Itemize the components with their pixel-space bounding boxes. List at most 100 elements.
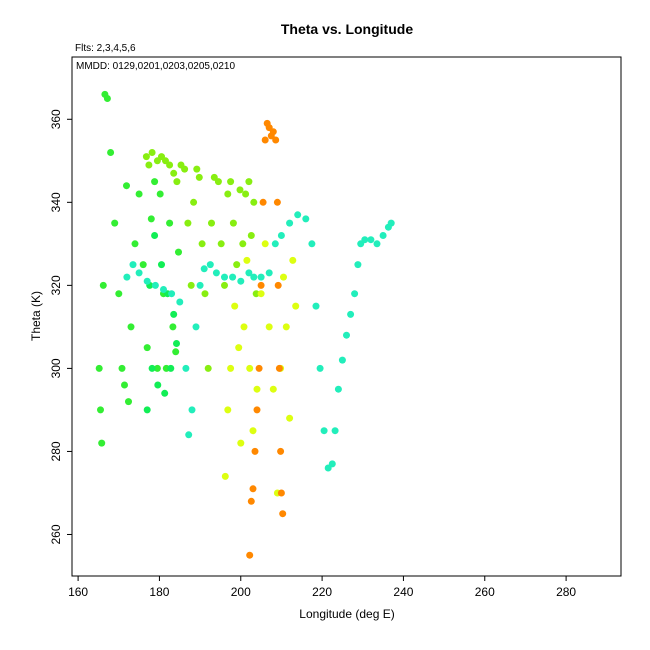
x-tick-label: 180 xyxy=(149,585,169,599)
y-tick-label: 360 xyxy=(49,109,63,129)
data-point-s1-0 xyxy=(143,406,151,414)
data-point-s0-26 xyxy=(172,348,180,356)
data-point-s0-3 xyxy=(99,281,107,289)
data-point-s0-14 xyxy=(131,240,139,248)
data-point-s5-5 xyxy=(255,364,263,372)
data-point-s4-36 xyxy=(338,356,346,364)
data-point-s3-18 xyxy=(282,323,290,331)
data-point-s4-47 xyxy=(387,219,395,227)
data-point-s2-22 xyxy=(217,240,225,248)
x-tick-label: 160 xyxy=(68,585,88,599)
data-point-s4-5 xyxy=(160,286,167,293)
data-point-s1-5 xyxy=(158,261,165,269)
data-point-s0-10 xyxy=(121,381,128,389)
data-point-s1-10 xyxy=(173,340,180,347)
data-point-s3-0 xyxy=(221,472,229,480)
data-point-s4-40 xyxy=(354,261,362,269)
data-point-s4-25 xyxy=(286,219,294,227)
data-point-s4-1 xyxy=(129,261,137,269)
data-point-s4-16 xyxy=(221,273,228,281)
data-point-s0-0 xyxy=(95,364,103,372)
data-point-s2-34 xyxy=(252,290,260,298)
y-tick-label: 340 xyxy=(49,192,63,212)
data-point-s4-17 xyxy=(229,273,237,281)
data-point-s2-30 xyxy=(242,190,250,198)
y-tick-label: 320 xyxy=(49,275,63,295)
data-point-s4-12 xyxy=(196,281,204,289)
data-point-s5-19 xyxy=(279,510,287,518)
data-point-s4-35 xyxy=(334,385,342,393)
data-point-s4-20 xyxy=(250,273,258,281)
data-point-s4-18 xyxy=(237,277,245,285)
data-point-s0-17 xyxy=(143,344,151,352)
y-axis-label: Theta (K) xyxy=(29,291,43,341)
data-point-s4-13 xyxy=(200,265,208,273)
data-point-s4-37 xyxy=(343,331,350,339)
data-point-s4-28 xyxy=(308,240,316,248)
data-point-s2-19 xyxy=(208,219,215,227)
data-point-s2-15 xyxy=(195,173,203,181)
data-point-s5-18 xyxy=(277,489,285,497)
data-point-s2-17 xyxy=(201,290,209,298)
data-point-s5-8 xyxy=(261,136,269,144)
data-point-s4-15 xyxy=(212,269,220,277)
data-point-s4-45 xyxy=(379,232,387,239)
data-point-s5-14 xyxy=(273,198,281,206)
data-point-s4-42 xyxy=(361,236,369,244)
data-point-s2-12 xyxy=(187,281,195,289)
data-point-s5-16 xyxy=(275,364,283,372)
data-point-s3-19 xyxy=(286,414,294,422)
data-point-s4-24 xyxy=(277,232,285,239)
data-point-s4-3 xyxy=(143,277,151,285)
data-point-s5-2 xyxy=(249,485,257,493)
data-point-s4-14 xyxy=(206,261,214,269)
data-point-s0-13 xyxy=(127,323,135,331)
data-point-s4-26 xyxy=(294,211,302,219)
data-point-s5-13 xyxy=(272,136,280,144)
data-point-s4-38 xyxy=(347,310,355,318)
data-point-s5-12 xyxy=(269,128,277,136)
data-point-s0-20 xyxy=(153,364,161,372)
data-point-s0-1 xyxy=(97,406,104,414)
data-point-s4-21 xyxy=(257,273,265,281)
data-point-s0-24 xyxy=(166,219,174,227)
data-point-s4-34 xyxy=(331,427,339,435)
data-point-s2-33 xyxy=(250,198,258,206)
data-point-s2-10 xyxy=(181,165,189,173)
data-point-s0-12 xyxy=(125,398,132,406)
data-point-s3-11 xyxy=(257,290,265,298)
y-tick-label: 260 xyxy=(49,524,63,544)
data-point-s5-7 xyxy=(259,198,267,206)
data-point-s2-11 xyxy=(184,219,192,227)
data-point-s0-11 xyxy=(123,182,130,190)
data-point-s0-16 xyxy=(139,261,147,269)
data-point-s1-4 xyxy=(154,381,162,389)
dates-annotation: MMDD: 0129,0201,0203,0205,0210 xyxy=(76,61,235,72)
data-point-s0-19 xyxy=(151,178,159,186)
data-point-s4-29 xyxy=(312,302,320,310)
data-point-s2-2 xyxy=(148,149,156,156)
data-point-s1-6 xyxy=(161,389,169,397)
data-point-s2-0 xyxy=(142,153,150,161)
y-tick-label: 280 xyxy=(49,441,63,461)
data-point-s0-18 xyxy=(147,215,155,223)
data-point-s4-27 xyxy=(302,215,310,223)
data-point-s2-28 xyxy=(236,186,244,194)
data-point-s4-7 xyxy=(176,298,184,306)
x-axis: 160 180 200 220 240 260 280 xyxy=(68,575,576,599)
data-point-s0-6 xyxy=(107,149,115,156)
x-tick-label: 200 xyxy=(231,585,251,599)
data-point-s3-2 xyxy=(227,364,235,372)
data-point-s0-5 xyxy=(103,95,111,102)
x-tick-label: 280 xyxy=(556,585,576,599)
data-point-s3-1 xyxy=(224,406,232,414)
data-point-s5-15 xyxy=(274,281,282,289)
data-point-s3-17 xyxy=(280,273,287,281)
chart-title: Theta vs. Longitude xyxy=(281,21,413,37)
data-point-s4-0 xyxy=(123,273,131,281)
data-point-s4-30 xyxy=(316,364,324,372)
data-point-s3-20 xyxy=(289,256,297,264)
data-point-s2-14 xyxy=(193,165,201,173)
data-point-s2-25 xyxy=(227,178,235,186)
data-point-s4-8 xyxy=(182,364,190,372)
